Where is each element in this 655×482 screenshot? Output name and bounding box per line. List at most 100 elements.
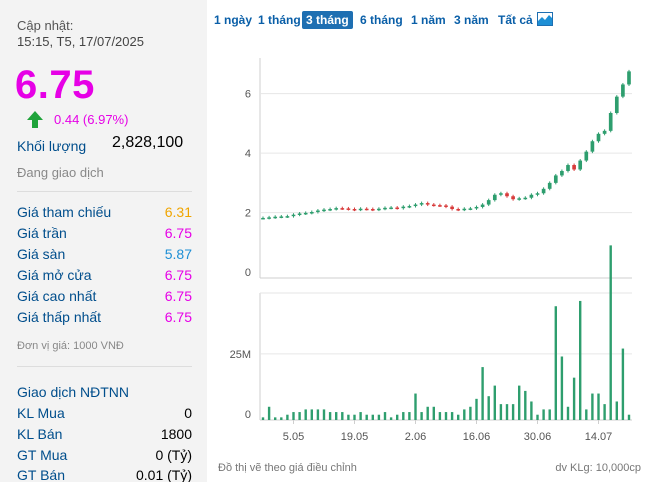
foreign-label: GT Bán <box>17 467 65 482</box>
divider <box>17 366 192 367</box>
price-tick-label: 2 <box>245 208 251 220</box>
candle <box>505 193 509 197</box>
volume-bar <box>475 398 478 420</box>
candle <box>438 205 442 207</box>
volume-bar <box>493 385 496 420</box>
candle <box>547 182 552 189</box>
volume-bar <box>505 404 509 420</box>
volume-bar <box>560 356 564 420</box>
candle <box>328 209 332 211</box>
candle <box>560 170 564 176</box>
candle <box>425 203 430 205</box>
volume-bar <box>298 412 301 420</box>
candle <box>468 208 473 210</box>
candle <box>401 206 406 209</box>
area-chart-icon[interactable] <box>537 12 553 26</box>
foreign-label: GT Mua <box>17 447 68 463</box>
chart-footnote: Đồ thị vẽ theo giá điều chỉnh <box>218 462 357 474</box>
volume-bar <box>481 367 484 420</box>
candle <box>389 207 393 210</box>
foreign-value: 0.01 (Tỷ) <box>135 467 192 482</box>
price-value: 5.87 <box>164 246 192 262</box>
candle <box>377 208 381 211</box>
price-tick-label: 0 <box>245 267 251 279</box>
price-row-low: Giá thấp nhất 6.75 <box>17 309 192 329</box>
tab-1-day[interactable]: 1 ngày <box>214 13 253 27</box>
volume-bar <box>286 414 289 420</box>
candle <box>602 130 607 134</box>
candle <box>492 194 497 201</box>
tab-6-month[interactable]: 6 tháng <box>360 13 403 27</box>
candle <box>541 188 546 194</box>
candle <box>267 217 271 219</box>
candle <box>596 133 601 142</box>
volume-bar <box>585 409 588 420</box>
volume-bar <box>438 412 442 420</box>
candle <box>364 208 369 211</box>
price-value: 6.75 <box>164 267 192 283</box>
volume-value: 2,828,100 <box>112 134 184 151</box>
volume-bar <box>383 412 387 420</box>
candle <box>407 206 412 208</box>
volume-bar <box>566 406 570 420</box>
volume-bar <box>347 414 350 420</box>
candle <box>297 213 302 215</box>
tab-all[interactable]: Tất cả <box>498 13 533 27</box>
price-row-reference: Giá tham chiếu 6.31 <box>17 204 192 224</box>
volume-unit-note: dv KLg: 10,000cp <box>555 462 641 474</box>
candle <box>590 141 595 152</box>
candle <box>608 113 613 131</box>
candle <box>340 208 345 210</box>
volume-bar <box>426 406 429 420</box>
candle <box>273 216 278 219</box>
candle <box>584 151 589 161</box>
volume-bar <box>328 412 332 420</box>
divider <box>17 191 192 192</box>
tab-1-year[interactable]: 1 năm <box>411 13 446 27</box>
candle <box>419 203 424 205</box>
candle <box>444 205 448 207</box>
volume-bar <box>597 393 600 420</box>
tab-1-month[interactable]: 1 tháng <box>258 13 301 27</box>
price-value: 6.75 <box>164 309 192 325</box>
candle <box>621 84 625 97</box>
price-label: Giá trần <box>17 225 67 241</box>
candle <box>303 212 308 215</box>
volume-label: Khối lượng <box>17 138 87 154</box>
candle <box>572 165 576 170</box>
candle <box>413 204 418 207</box>
volume-bar <box>621 348 625 420</box>
price-change: 0.44 (6.97%) <box>26 110 128 129</box>
volume-bar <box>499 404 503 420</box>
candle <box>480 204 485 207</box>
candle <box>370 209 375 211</box>
volume-bar <box>353 414 356 420</box>
volume-bar <box>280 417 283 420</box>
volume-bar <box>292 412 295 420</box>
x-tick-label: 16.06 <box>463 431 491 443</box>
volume-bar <box>341 412 344 420</box>
trading-status: Đang giao dịch <box>17 165 104 180</box>
volume-bar <box>420 412 423 420</box>
foreign-trading-title: Giao dịch NĐTNN <box>17 384 130 400</box>
volume-tick-label: 25M <box>230 349 251 361</box>
candle <box>316 210 320 213</box>
candle <box>499 193 503 195</box>
price-tick-label: 4 <box>245 148 251 160</box>
volume-bar <box>396 414 399 420</box>
volume-bar <box>310 409 313 420</box>
volume-bar <box>359 412 362 420</box>
volume-bar <box>530 401 533 420</box>
x-tick-label: 2.06 <box>405 431 426 443</box>
price-label: Giá thấp nhất <box>17 309 102 325</box>
tab-3-month[interactable]: 3 tháng <box>302 11 353 29</box>
candle <box>261 217 265 220</box>
volume-bar <box>322 409 326 420</box>
foreign-row: KL Bán 1800 <box>17 426 192 446</box>
volume-bar <box>609 245 612 420</box>
candle <box>523 197 528 200</box>
candle <box>486 200 491 205</box>
price-label: Giá cao nhất <box>17 288 97 304</box>
candle <box>285 216 290 218</box>
tab-3-year[interactable]: 3 năm <box>454 13 489 27</box>
